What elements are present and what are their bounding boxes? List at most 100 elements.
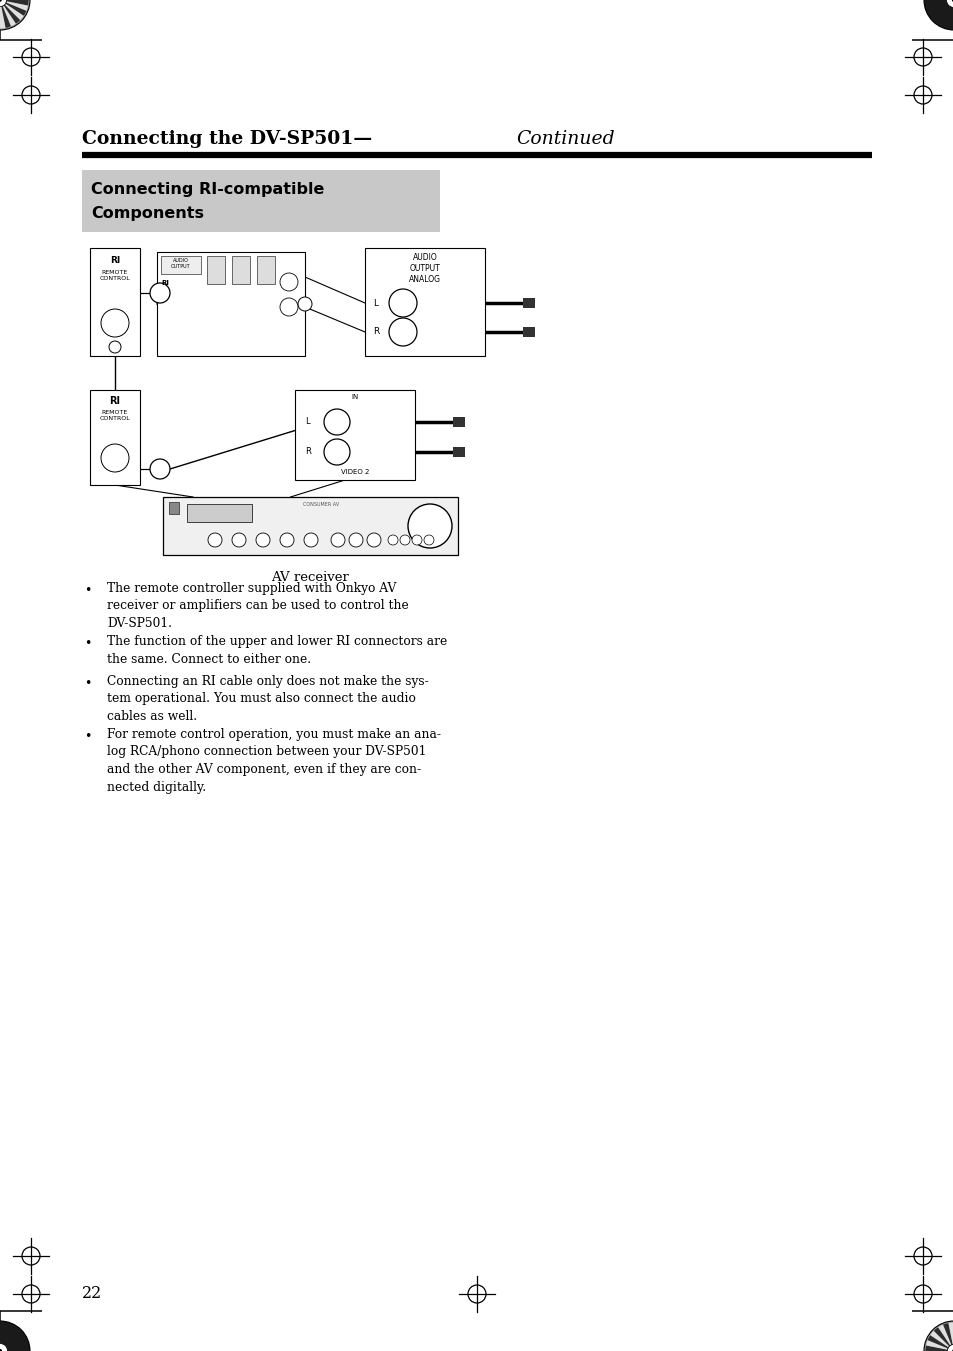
Wedge shape <box>0 0 10 28</box>
Text: Continued: Continued <box>516 130 614 149</box>
Bar <box>90 249 140 357</box>
Circle shape <box>109 340 121 353</box>
Circle shape <box>0 1343 8 1351</box>
Text: •: • <box>84 638 91 650</box>
Circle shape <box>232 534 246 547</box>
Circle shape <box>389 317 416 346</box>
Circle shape <box>412 535 421 544</box>
Wedge shape <box>0 0 29 5</box>
Text: Connecting the DV-SP501—: Connecting the DV-SP501— <box>82 130 372 149</box>
Text: REMOTE
CONTROL: REMOTE CONTROL <box>99 270 131 281</box>
Bar <box>294 390 415 480</box>
Circle shape <box>399 535 410 544</box>
Circle shape <box>304 534 317 547</box>
Circle shape <box>423 535 434 544</box>
Bar <box>453 447 464 457</box>
Text: For remote control operation, you must make an ana-
log RCA/phono connection bet: For remote control operation, you must m… <box>107 728 440 793</box>
Circle shape <box>923 0 953 30</box>
Circle shape <box>946 1344 953 1351</box>
Circle shape <box>297 297 312 311</box>
Circle shape <box>324 409 350 435</box>
Wedge shape <box>926 1335 953 1351</box>
Text: •: • <box>84 730 91 743</box>
Circle shape <box>101 444 129 471</box>
Text: VIDEO 2: VIDEO 2 <box>340 469 369 476</box>
Circle shape <box>408 504 452 549</box>
Text: R: R <box>373 327 379 336</box>
Wedge shape <box>0 0 27 16</box>
Text: REMOTE
CONTROL: REMOTE CONTROL <box>99 409 131 422</box>
Circle shape <box>280 273 297 290</box>
Wedge shape <box>943 1323 953 1351</box>
Wedge shape <box>0 0 28 11</box>
Wedge shape <box>929 1331 953 1351</box>
Circle shape <box>389 289 416 317</box>
Circle shape <box>349 534 363 547</box>
Circle shape <box>367 534 380 547</box>
Bar <box>163 497 457 555</box>
Circle shape <box>101 309 129 336</box>
Wedge shape <box>933 1327 953 1351</box>
Circle shape <box>923 1321 953 1351</box>
Text: •: • <box>84 677 91 689</box>
Circle shape <box>0 1348 2 1351</box>
Text: The function of the upper and lower RI connectors are
the same. Connect to eithe: The function of the upper and lower RI c… <box>107 635 447 666</box>
Text: RI: RI <box>161 280 169 286</box>
Text: CONSUMER AV: CONSUMER AV <box>303 503 339 507</box>
Circle shape <box>388 535 397 544</box>
Circle shape <box>208 534 222 547</box>
Text: Connecting an RI cable only does not make the sys-
tem operational. You must als: Connecting an RI cable only does not mak… <box>107 674 428 723</box>
Wedge shape <box>0 0 20 24</box>
Bar <box>187 504 252 521</box>
Circle shape <box>951 0 953 3</box>
Bar <box>365 249 484 357</box>
Wedge shape <box>925 1340 953 1351</box>
Text: L: L <box>373 299 377 308</box>
Circle shape <box>0 0 7 7</box>
Circle shape <box>255 534 270 547</box>
Circle shape <box>951 1350 953 1351</box>
Wedge shape <box>0 0 24 20</box>
Circle shape <box>324 439 350 465</box>
Circle shape <box>945 0 953 8</box>
Bar <box>522 327 535 336</box>
Text: RI: RI <box>110 396 120 407</box>
Circle shape <box>0 0 30 30</box>
Text: R: R <box>305 447 311 457</box>
Circle shape <box>280 299 297 316</box>
Circle shape <box>150 282 170 303</box>
Text: AUDIO
OUTPUT
ANALOG: AUDIO OUTPUT ANALOG <box>409 253 440 284</box>
Bar <box>256 255 274 284</box>
Bar <box>522 299 535 308</box>
Text: •: • <box>84 584 91 597</box>
Text: AUDIO
OUTPUT: AUDIO OUTPUT <box>171 258 191 269</box>
Bar <box>207 255 225 284</box>
Bar <box>82 170 439 232</box>
Circle shape <box>280 534 294 547</box>
Wedge shape <box>924 1346 953 1351</box>
Circle shape <box>331 534 345 547</box>
Text: IN: IN <box>351 394 358 400</box>
Circle shape <box>0 0 7 7</box>
Wedge shape <box>0 0 16 26</box>
Wedge shape <box>0 0 6 28</box>
Text: AV receiver: AV receiver <box>272 571 349 584</box>
Bar <box>169 503 179 513</box>
Text: Components: Components <box>91 205 204 222</box>
Text: Connecting RI-compatible: Connecting RI-compatible <box>91 182 324 197</box>
Bar <box>90 390 140 485</box>
Wedge shape <box>937 1325 953 1351</box>
Wedge shape <box>947 1323 953 1351</box>
Bar <box>232 255 250 284</box>
Text: 22: 22 <box>82 1286 102 1302</box>
Circle shape <box>150 459 170 480</box>
Bar <box>453 417 464 427</box>
Circle shape <box>0 1321 30 1351</box>
Text: The remote controller supplied with Onkyo AV
receiver or amplifiers can be used : The remote controller supplied with Onky… <box>107 582 408 630</box>
Circle shape <box>0 0 2 1</box>
Bar <box>157 253 305 357</box>
Text: L: L <box>305 417 310 427</box>
Bar <box>161 255 201 274</box>
Circle shape <box>946 1344 953 1351</box>
Text: RI: RI <box>110 255 120 265</box>
